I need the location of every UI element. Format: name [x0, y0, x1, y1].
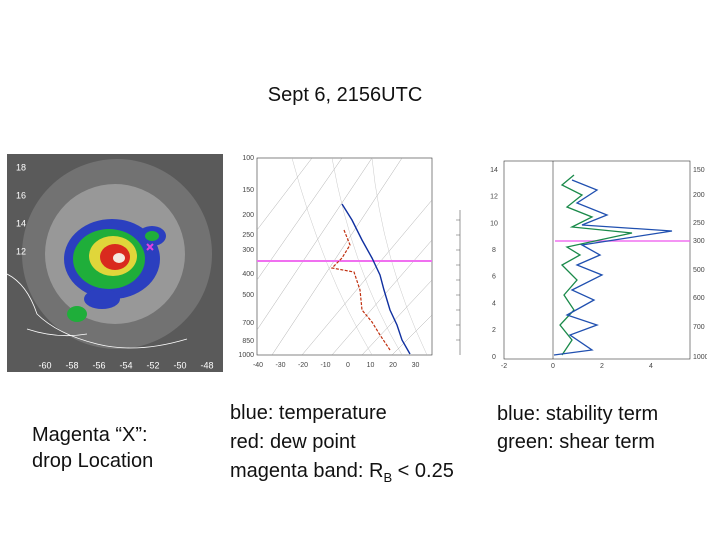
legend-line: blue: stability term — [497, 403, 659, 425]
temp-label: 20 — [389, 362, 397, 369]
height-label: 12 — [490, 194, 498, 201]
height-label: 2 — [492, 327, 496, 334]
right-label: 700 — [693, 324, 705, 331]
x-label: 0 — [551, 363, 555, 370]
lon-label: -48 — [200, 360, 213, 370]
caption-line: drop Location — [32, 450, 154, 472]
right-label: 500 — [693, 267, 705, 274]
lon-label: -56 — [92, 360, 105, 370]
lat-label: 14 — [16, 218, 26, 228]
pressure-label: 150 — [242, 187, 254, 194]
temp-label: -10 — [320, 362, 330, 369]
legend-line: red: dew point — [230, 431, 356, 453]
height-label: 10 — [490, 220, 498, 227]
x-label: -2 — [501, 363, 507, 370]
pressure-label: 850 — [242, 338, 254, 345]
lon-label: -58 — [65, 360, 78, 370]
pressure-label: 1000 — [238, 352, 254, 359]
temp-label: 30 — [412, 362, 420, 369]
x-label: 2 — [600, 363, 604, 370]
pressure-label: 400 — [242, 271, 254, 278]
lon-label: -60 — [38, 360, 51, 370]
right-label: 150 — [693, 167, 705, 174]
right-label: 200 — [693, 192, 705, 199]
pressure-label: 250 — [242, 232, 254, 239]
height-label: 4 — [492, 300, 496, 307]
right-label: 600 — [693, 295, 705, 302]
temp-label: 10 — [367, 362, 375, 369]
pressure-label: 500 — [242, 292, 254, 299]
right-label: 1000 — [693, 354, 707, 361]
right-label: 250 — [693, 220, 705, 227]
height-label: 14 — [490, 167, 498, 174]
x-label: 4 — [649, 363, 653, 370]
profile-chart: 0 2 4 6 8 10 12 14 -2 0 2 4 150 200 250 300 500 600 700 100… — [490, 160, 707, 370]
height-label: 8 — [492, 247, 496, 254]
pressure-label: 100 — [242, 155, 254, 162]
lat-label: 12 — [16, 246, 26, 256]
legend-line: green: shear term — [497, 431, 655, 453]
pressure-label: 300 — [242, 247, 254, 254]
temp-label: -30 — [275, 362, 285, 369]
legend-line: magenta band: RB < 0.25 — [230, 460, 454, 485]
lon-label: -50 — [173, 360, 186, 370]
satellite-image: 18 16 14 12 -60 -58 -56 -54 -52 -50 -48 — [7, 154, 223, 372]
note-rest: < 0.25 — [392, 460, 454, 482]
lat-label: 18 — [16, 162, 26, 172]
lon-label: -52 — [146, 360, 159, 370]
caption-line: Magenta “X”: — [32, 424, 148, 446]
height-label: 0 — [492, 354, 496, 361]
note-text: magenta band: R — [230, 460, 384, 482]
temp-label: 0 — [346, 362, 350, 369]
lon-label: -54 — [119, 360, 132, 370]
pressure-label: 200 — [242, 212, 254, 219]
title: Sept 6, 2156UTC — [267, 84, 423, 106]
legend-line: blue: temperature — [230, 402, 387, 424]
temp-label: -40 — [253, 362, 263, 369]
height-label: 6 — [492, 274, 496, 281]
note-sub: B — [383, 470, 393, 485]
lat-label: 16 — [16, 190, 26, 200]
right-label: 300 — [693, 238, 705, 245]
temp-label: -20 — [298, 362, 308, 369]
pressure-label: 700 — [242, 320, 254, 327]
